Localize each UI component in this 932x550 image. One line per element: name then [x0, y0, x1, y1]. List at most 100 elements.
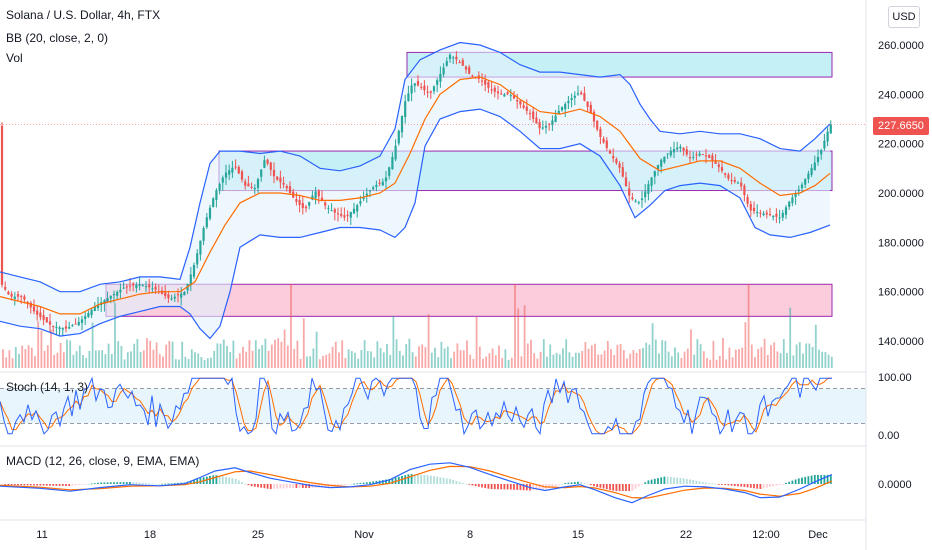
volume-bar	[78, 345, 81, 368]
volume-bar	[59, 342, 62, 368]
candle-body	[448, 54, 452, 60]
symbol-legend[interactable]: Solana / U.S. Dollar, 4h, FTX	[6, 8, 161, 22]
macd-histogram-bar	[359, 482, 362, 484]
macd-tick-label: 0.0000	[878, 479, 912, 491]
volume-bar	[43, 350, 46, 368]
volume-bar	[206, 358, 209, 368]
macd-histogram-bar	[497, 484, 499, 490]
volume-bar	[117, 341, 120, 368]
macd-histogram-bar	[36, 484, 39, 486]
macd-histogram-bar	[449, 478, 451, 484]
candle-body	[32, 306, 36, 312]
volume-bar	[421, 344, 424, 368]
macd-pane[interactable]	[0, 462, 833, 504]
price-tick-label: 220.0000	[878, 139, 924, 151]
candle-body	[359, 201, 362, 204]
candle-body	[679, 146, 682, 149]
volume-bar	[411, 352, 414, 368]
macd-histogram-bar	[71, 484, 74, 486]
candle-body	[525, 106, 528, 111]
macd-histogram-bar	[500, 484, 503, 490]
bb-legend[interactable]: BB (20, close, 2, 0)	[6, 31, 109, 45]
volume-bar	[258, 349, 260, 368]
candle-body	[164, 292, 167, 296]
volume-bar	[651, 323, 654, 368]
volume-bar	[616, 344, 619, 368]
volume-bar	[645, 342, 648, 368]
macd-histogram-bar	[570, 482, 573, 484]
macd-histogram-bar	[737, 484, 739, 487]
candle-body	[749, 204, 752, 211]
volume-bar	[315, 331, 318, 368]
volume-bar	[331, 346, 334, 368]
volume-bar	[818, 349, 820, 368]
candle-body	[36, 310, 39, 315]
macd-histogram-bar	[167, 483, 170, 485]
volume-bar	[437, 357, 440, 368]
volume-bar	[171, 341, 174, 368]
candle-body	[308, 201, 311, 206]
macd-histogram-bar	[561, 483, 563, 485]
stoch-d-line	[0, 377, 832, 435]
candle-body	[717, 164, 720, 168]
macd-histogram-bar	[333, 484, 336, 487]
currency-button[interactable]: USD	[888, 6, 920, 28]
candle-body	[567, 100, 570, 104]
volume-bar	[344, 358, 347, 368]
candle-body	[592, 111, 596, 122]
candle-body	[407, 93, 410, 101]
candle-body	[423, 85, 426, 91]
macd-histogram-bar	[685, 478, 688, 484]
candle-body	[426, 91, 429, 93]
candle-body	[298, 200, 301, 205]
candle-body	[704, 155, 708, 157]
candle-body	[532, 111, 535, 119]
macd-histogram-bar	[442, 477, 445, 484]
candle-body	[362, 197, 365, 200]
candle-body	[621, 167, 624, 177]
price-tick-label: 160.0000	[878, 287, 924, 299]
volume-bar	[379, 348, 382, 368]
macd-histogram-bar	[276, 484, 279, 489]
candle-body	[564, 104, 567, 110]
volume-bar	[139, 352, 142, 368]
vol-legend[interactable]: Vol	[6, 51, 23, 65]
volume-bar	[34, 356, 36, 368]
candle-body	[752, 207, 756, 212]
candle-body	[189, 274, 192, 286]
volume-bar	[795, 344, 798, 368]
candle-body	[772, 215, 775, 218]
stoch-legend[interactable]: Stoch (14, 1, 3)	[6, 380, 89, 394]
volume-bar	[568, 352, 571, 368]
candle-body	[736, 182, 740, 184]
price-pane[interactable]	[0, 41, 866, 369]
stoch-pane[interactable]	[0, 376, 866, 436]
macd-histogram-bar	[247, 484, 250, 486]
candle-body	[768, 214, 772, 216]
macd-histogram-bar	[567, 482, 570, 484]
volume-bar	[168, 340, 171, 368]
macd-histogram-bar	[7, 484, 10, 486]
volume-bar	[440, 341, 443, 368]
macd-histogram-bar	[829, 474, 832, 484]
macd-histogram-bar	[548, 484, 551, 488]
macd-legend[interactable]: MACD (12, 26, close, 9, EMA, EMA)	[6, 454, 200, 468]
stoch-band-fill	[0, 388, 866, 424]
macd-histogram-bar	[439, 477, 442, 484]
volume-bar	[427, 314, 430, 368]
volume-bar	[571, 356, 574, 368]
candle-body	[90, 309, 93, 316]
volume-bar	[670, 356, 673, 368]
macd-histogram-bar	[253, 484, 256, 487]
candle-body	[746, 197, 749, 204]
macd-histogram-bar	[692, 480, 695, 484]
candle-body	[378, 182, 381, 184]
macd-histogram-bar	[682, 478, 685, 484]
candle-body	[762, 213, 765, 216]
candle-body	[468, 67, 471, 74]
macd-histogram-bar	[356, 483, 359, 485]
macd-histogram-bar	[474, 484, 477, 487]
candle-body	[272, 169, 276, 177]
